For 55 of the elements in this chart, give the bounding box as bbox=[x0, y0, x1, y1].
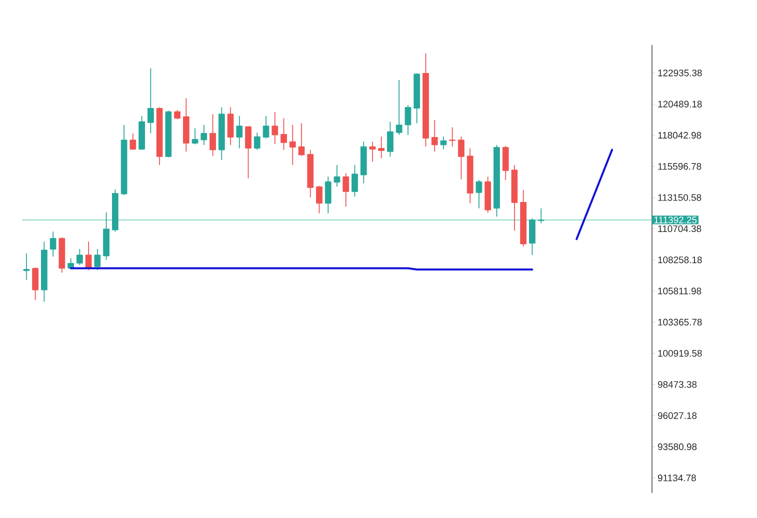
candlestick bbox=[262, 115, 270, 139]
y-tick-label: 93580.98 bbox=[658, 443, 697, 450]
y-tick-label: 120489.18 bbox=[658, 100, 702, 108]
candlestick bbox=[245, 126, 252, 179]
candlestick bbox=[538, 208, 544, 224]
candlestick bbox=[502, 146, 509, 180]
candlestick bbox=[449, 126, 456, 148]
candlestick bbox=[192, 128, 198, 145]
candlestick bbox=[298, 122, 305, 156]
candlestick bbox=[440, 136, 447, 150]
candlestick bbox=[94, 248, 101, 270]
candlestick bbox=[529, 218, 536, 256]
y-tick-label: 113150.58 bbox=[658, 194, 702, 201]
candlestick bbox=[476, 180, 482, 209]
y-tick-label: 96027.18 bbox=[658, 412, 697, 419]
candlestick bbox=[387, 121, 394, 158]
candlestick bbox=[210, 114, 216, 156]
candlestick bbox=[236, 115, 243, 149]
candlestick bbox=[76, 248, 83, 266]
candlestick bbox=[280, 118, 287, 150]
candlestick bbox=[289, 124, 296, 166]
candlestick bbox=[130, 132, 136, 150]
candlestick bbox=[378, 136, 385, 159]
candlestick bbox=[458, 136, 464, 180]
candlestick bbox=[254, 132, 260, 150]
y-tick-label: 98473.38 bbox=[658, 381, 697, 388]
candlestick bbox=[369, 141, 376, 162]
y-tick-label: 122935.38 bbox=[658, 70, 702, 76]
y-tick-label: 105811.98 bbox=[658, 288, 702, 294]
line-series bbox=[576, 148, 614, 240]
candlestick bbox=[324, 176, 332, 214]
candlestick bbox=[431, 120, 438, 152]
candlestick bbox=[200, 124, 208, 146]
candlestick bbox=[316, 186, 322, 214]
y-tick-label: 100919.58 bbox=[658, 350, 702, 357]
y-tick-label: 103365.78 bbox=[658, 318, 702, 326]
candlestick bbox=[174, 109, 180, 120]
y-tick-label: 115596.78 bbox=[658, 163, 702, 170]
candlestick bbox=[32, 266, 38, 300]
y-tick-label: 118042.98 bbox=[658, 132, 702, 139]
y-tick-label: 91134.78 bbox=[658, 474, 696, 482]
candlestick bbox=[396, 79, 402, 136]
candlestick bbox=[352, 164, 358, 198]
y-tick-label: 108258.18 bbox=[658, 256, 702, 264]
candlestick bbox=[272, 111, 278, 144]
candlestick bbox=[334, 164, 340, 188]
candlestick bbox=[227, 106, 234, 146]
candlestick bbox=[50, 231, 56, 258]
candlestick bbox=[404, 104, 412, 136]
ref-line-label: 111392.25 bbox=[654, 216, 697, 224]
candlestick bbox=[23, 252, 30, 280]
candlestick bbox=[342, 172, 350, 208]
candlestick bbox=[147, 68, 154, 134]
candlestick bbox=[85, 241, 92, 270]
y-tick-label: 110704.38 bbox=[658, 225, 702, 232]
